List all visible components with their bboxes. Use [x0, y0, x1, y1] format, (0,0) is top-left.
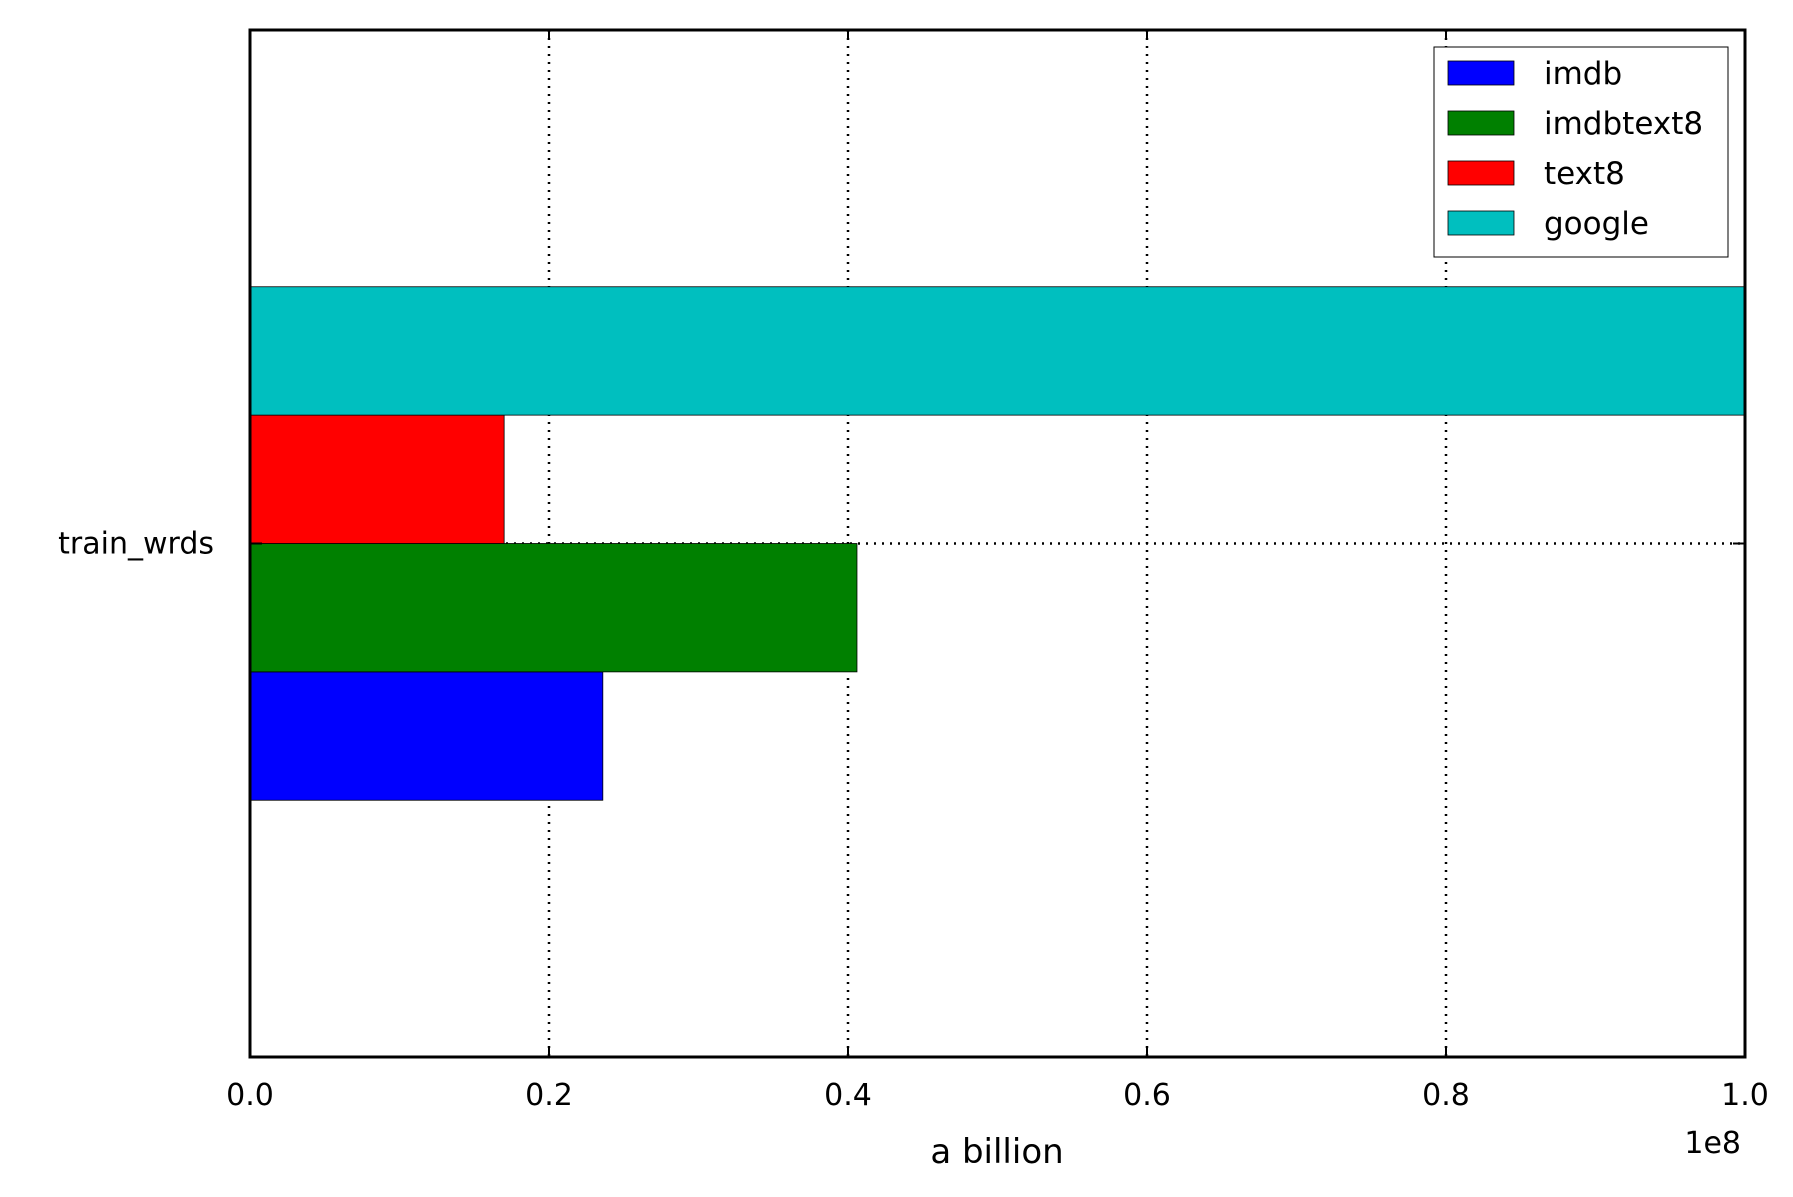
legend-label-text8: text8 [1544, 156, 1625, 192]
x-tick-label: 1.0 [1721, 1078, 1769, 1113]
x-tick-label: 0.8 [1422, 1078, 1470, 1113]
legend-swatch-text8 [1447, 160, 1515, 186]
legend-label-imdb: imdb [1544, 56, 1622, 92]
axis-ticks [249, 30, 1746, 1057]
x-tick-label: 0.0 [226, 1078, 274, 1113]
legend-swatch-google [1447, 210, 1515, 236]
bar-imdb [249, 671, 604, 801]
x-tick-labels: 0.0 0.2 0.4 0.6 0.8 1.0 [226, 1078, 1769, 1113]
legend-swatch-imdbtext8 [1447, 110, 1515, 136]
x-tick-label: 0.2 [525, 1078, 573, 1113]
x-tick-label: 0.4 [824, 1078, 872, 1113]
bars [249, 286, 1746, 801]
legend: imdb imdbtext8 text8 google [1433, 46, 1729, 258]
legend-swatch-imdb [1447, 60, 1515, 86]
legend-label-google: google [1544, 206, 1649, 242]
legend-label-imdbtext8: imdbtext8 [1544, 106, 1703, 142]
bar-text8 [249, 414, 505, 544]
y-tick-label: train_wrds [58, 527, 214, 562]
x-offset-text: 1e8 [1684, 1126, 1741, 1161]
y-tick-labels: train_wrds [58, 527, 214, 562]
bar-google [249, 286, 1746, 416]
x-tick-label: 0.6 [1123, 1078, 1171, 1113]
bar-imdbtext8 [249, 543, 858, 673]
x-axis-label: a billion [930, 1132, 1063, 1172]
